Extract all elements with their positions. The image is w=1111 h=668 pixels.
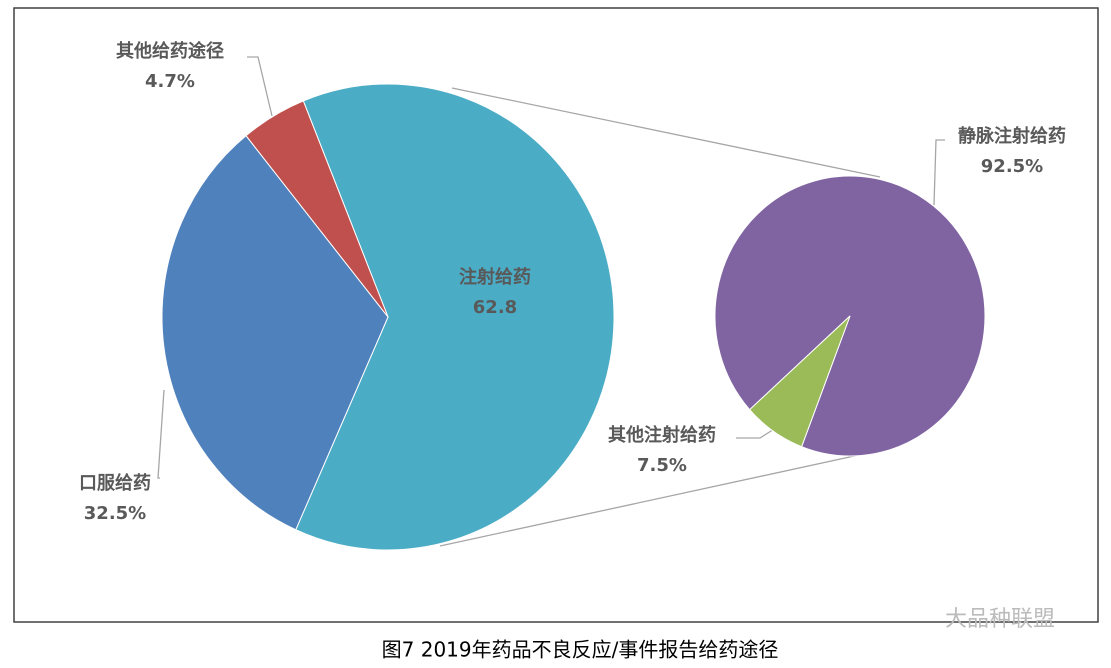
- slice-label: 静脉注射给药: [958, 125, 1066, 147]
- pie-slice: [161, 135, 389, 531]
- pie-slice: [748, 315, 851, 448]
- slice-label: 注射给药: [459, 266, 531, 288]
- value-label: 62.8: [473, 297, 517, 318]
- slice-label: 口服给药: [79, 472, 151, 494]
- value-label: 7.5%: [637, 455, 687, 476]
- pies: [161, 83, 986, 551]
- value-label: 92.5%: [981, 156, 1043, 177]
- connector: [451, 87, 881, 178]
- value-label: 4.7%: [145, 71, 195, 92]
- caption: 图7 2019年药品不良反应/事件报告给药途径: [382, 638, 779, 662]
- value-label: 32.5%: [84, 503, 146, 524]
- connector: [439, 452, 869, 547]
- pie-slice: [245, 100, 389, 318]
- leader-line: [157, 389, 165, 479]
- pie-slice: [295, 83, 615, 551]
- leader-line: [933, 139, 945, 206]
- leader-line: [247, 56, 273, 117]
- slice-label: 其他注射给药: [608, 424, 716, 446]
- watermark: 大品种联盟: [945, 607, 1055, 632]
- slice-label: 其他给药途径: [116, 40, 224, 62]
